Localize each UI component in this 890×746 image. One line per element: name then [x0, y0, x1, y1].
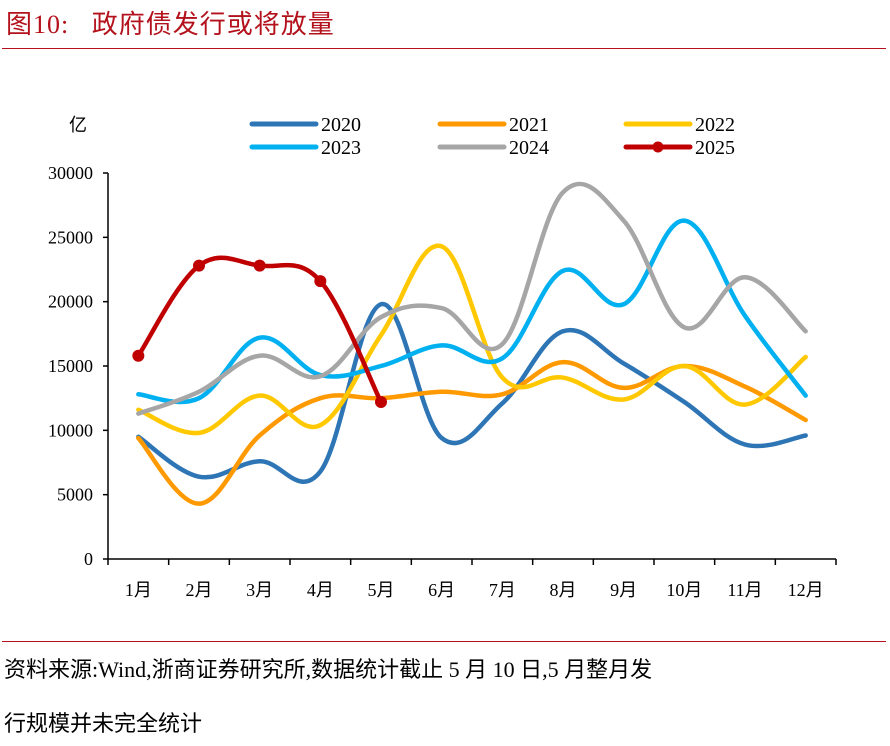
x-tick-label: 9月	[610, 580, 637, 600]
legend-marker-2025	[652, 141, 664, 153]
source-note-line-2: 行规模并未完全统计	[4, 711, 203, 736]
x-tick-label: 5月	[368, 580, 395, 600]
y-tick-label: 25000	[48, 227, 93, 247]
x-tick-label: 2月	[186, 580, 213, 600]
x-tick-label: 7月	[489, 580, 516, 600]
chart-axes: 0 5000 10000 15000 20000 25000 30000 1月 2月 3月 4月 5月…	[48, 163, 837, 600]
x-tick-label: 4月	[307, 580, 334, 600]
legend-label-2022: 2022	[695, 114, 735, 136]
y-tick-label: 20000	[48, 292, 93, 312]
legend-label-2024: 2024	[509, 137, 549, 159]
series-2023	[136, 218, 808, 405]
x-tick-label: 10月	[666, 580, 702, 600]
legend-item-2020: 2020	[249, 114, 361, 136]
y-tick-label: 10000	[48, 420, 93, 440]
chart-legend: 2020 2021 2022 2023 2024 2025	[249, 114, 735, 159]
series-line-2020	[136, 301, 808, 484]
series-2020	[136, 301, 808, 484]
series-line-2022	[136, 243, 808, 436]
series-line-2024	[136, 181, 808, 416]
legend-item-2025: 2025	[623, 137, 735, 159]
chart-series	[132, 181, 808, 506]
legend-item-2023: 2023	[249, 137, 361, 159]
series-line-2025	[136, 255, 384, 405]
data-point-2025	[132, 349, 145, 362]
data-point-2025	[314, 275, 327, 288]
line-chart: 2020 2021 2022 2023 2024 2025 亿 0 5000 10000 150…	[48, 114, 837, 600]
y-tick-label: 0	[84, 549, 93, 569]
y-tick-label: 30000	[48, 163, 93, 183]
x-tick-label: 3月	[246, 580, 273, 600]
legend-label-2025: 2025	[695, 137, 735, 159]
series-2025	[132, 255, 387, 409]
legend-label-2023: 2023	[321, 137, 361, 159]
legend-item-2024: 2024	[437, 137, 549, 159]
figure-title: 图10: 政府债发行或将放量	[6, 10, 335, 39]
x-tick-label: 12月	[788, 580, 824, 600]
legend-label-2021: 2021	[509, 114, 549, 136]
legend-label-2020: 2020	[321, 114, 361, 136]
source-divider	[2, 641, 886, 642]
legend-item-2021: 2021	[437, 114, 549, 136]
x-tick-label: 11月	[727, 580, 762, 600]
x-tick-label: 1月	[125, 580, 152, 600]
data-point-2025	[253, 259, 266, 272]
y-axis-unit-label: 亿	[69, 115, 87, 135]
title-divider	[2, 48, 886, 49]
x-tick-label: 6月	[428, 580, 455, 600]
x-tick-label: 8月	[550, 580, 577, 600]
series-2022	[136, 243, 808, 436]
legend-item-2022: 2022	[623, 114, 735, 136]
series-line-2023	[136, 218, 808, 405]
series-2024	[136, 181, 808, 416]
data-point-2025	[375, 396, 387, 409]
data-point-2025	[193, 259, 205, 272]
y-tick-label: 5000	[57, 485, 93, 505]
source-note-line-1: 资料来源:Wind,浙商证券研究所,数据统计截止 5 月 10 日,5 月整月发	[4, 657, 653, 682]
y-tick-label: 15000	[48, 356, 93, 376]
